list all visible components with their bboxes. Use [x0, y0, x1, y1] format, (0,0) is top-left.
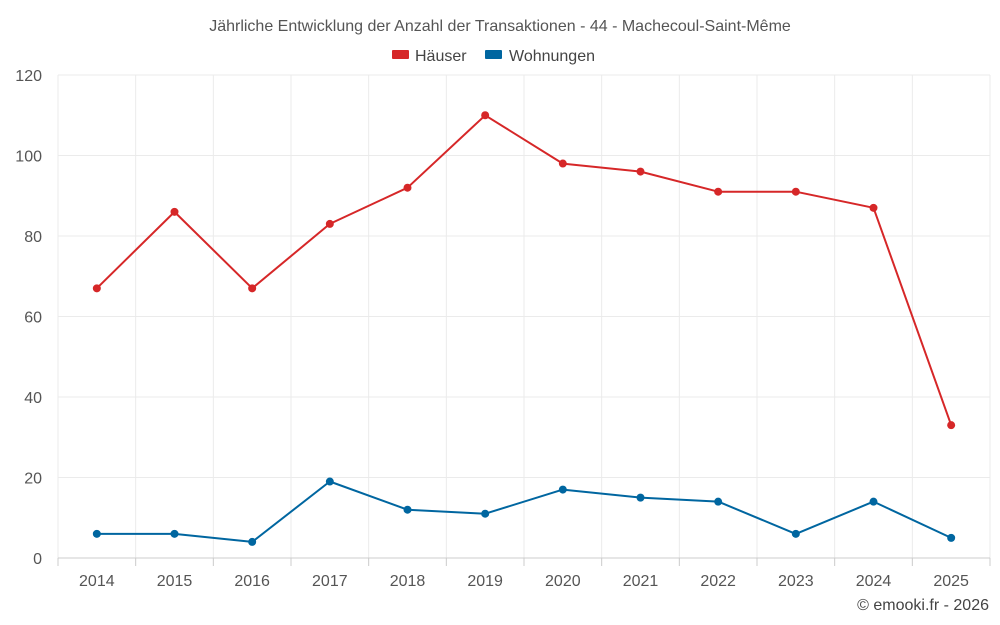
x-tick-label: 2019 [467, 573, 503, 590]
data-point-wohnungen[interactable] [636, 493, 645, 502]
data-point-wohnungen[interactable] [92, 529, 101, 538]
data-point-haeuser[interactable] [558, 159, 567, 168]
data-point-haeuser[interactable] [170, 207, 179, 216]
x-tick-label: 2020 [545, 573, 581, 590]
y-tick-label: 40 [24, 390, 42, 407]
data-point-haeuser[interactable] [636, 167, 645, 176]
x-tick-label: 2024 [856, 573, 892, 590]
data-point-haeuser[interactable] [947, 421, 956, 430]
data-point-haeuser[interactable] [481, 111, 490, 120]
data-point-wohnungen[interactable] [714, 497, 723, 506]
x-tick-label: 2025 [933, 573, 969, 590]
data-point-haeuser[interactable] [791, 187, 800, 196]
data-point-wohnungen[interactable] [325, 477, 334, 486]
axes: 0 20 40 60 80 100 120 2014 2015 2016 2017 2018 2019 2… [15, 68, 991, 590]
x-tick-label: 2021 [623, 573, 659, 590]
legend: Häuser Wohnungen [392, 48, 595, 65]
credit-text: © emooki.fr - 2026 [857, 597, 989, 614]
y-tick-label: 120 [15, 68, 42, 85]
data-point-wohnungen[interactable] [947, 533, 956, 542]
data-point-haeuser[interactable] [869, 203, 878, 212]
data-point-haeuser[interactable] [403, 183, 412, 192]
x-tick-label: 2016 [234, 573, 270, 590]
legend-swatch-wohnungen [485, 50, 502, 59]
series-line-wohnungen [96, 480, 952, 543]
data-point-wohnungen[interactable] [248, 537, 257, 546]
chart-title: Jährliche Entwicklung der Anzahl der Tra… [209, 18, 791, 35]
data-point-haeuser[interactable] [92, 284, 101, 293]
x-tick-label: 2023 [778, 573, 814, 590]
data-point-haeuser[interactable] [325, 219, 334, 228]
x-tick-label: 2017 [312, 573, 348, 590]
series-line-haeuser [96, 114, 953, 426]
legend-label-haeuser[interactable]: Häuser [415, 48, 467, 65]
y-tick-label: 80 [24, 229, 42, 246]
data-point-wohnungen[interactable] [791, 529, 800, 538]
legend-label-wohnungen[interactable]: Wohnungen [509, 48, 595, 65]
y-tick-label: 20 [24, 471, 42, 488]
legend-swatch-haeuser [392, 50, 409, 59]
data-point-wohnungen[interactable] [403, 505, 412, 514]
x-tick-label: 2014 [79, 573, 115, 590]
x-tick-label: 2015 [157, 573, 193, 590]
y-tick-label: 0 [33, 551, 42, 568]
data-point-haeuser[interactable] [714, 187, 723, 196]
grid [57, 74, 991, 558]
x-tick-label: 2018 [390, 573, 426, 590]
data-point-wohnungen[interactable] [170, 529, 179, 538]
y-tick-label: 100 [15, 149, 42, 166]
y-tick-label: 60 [24, 310, 42, 327]
data-point-wohnungen[interactable] [558, 485, 567, 494]
series [92, 111, 956, 546]
data-point-wohnungen[interactable] [869, 497, 878, 506]
x-tick-label: 2022 [700, 573, 736, 590]
data-point-haeuser[interactable] [248, 284, 257, 293]
data-point-wohnungen[interactable] [481, 509, 490, 518]
